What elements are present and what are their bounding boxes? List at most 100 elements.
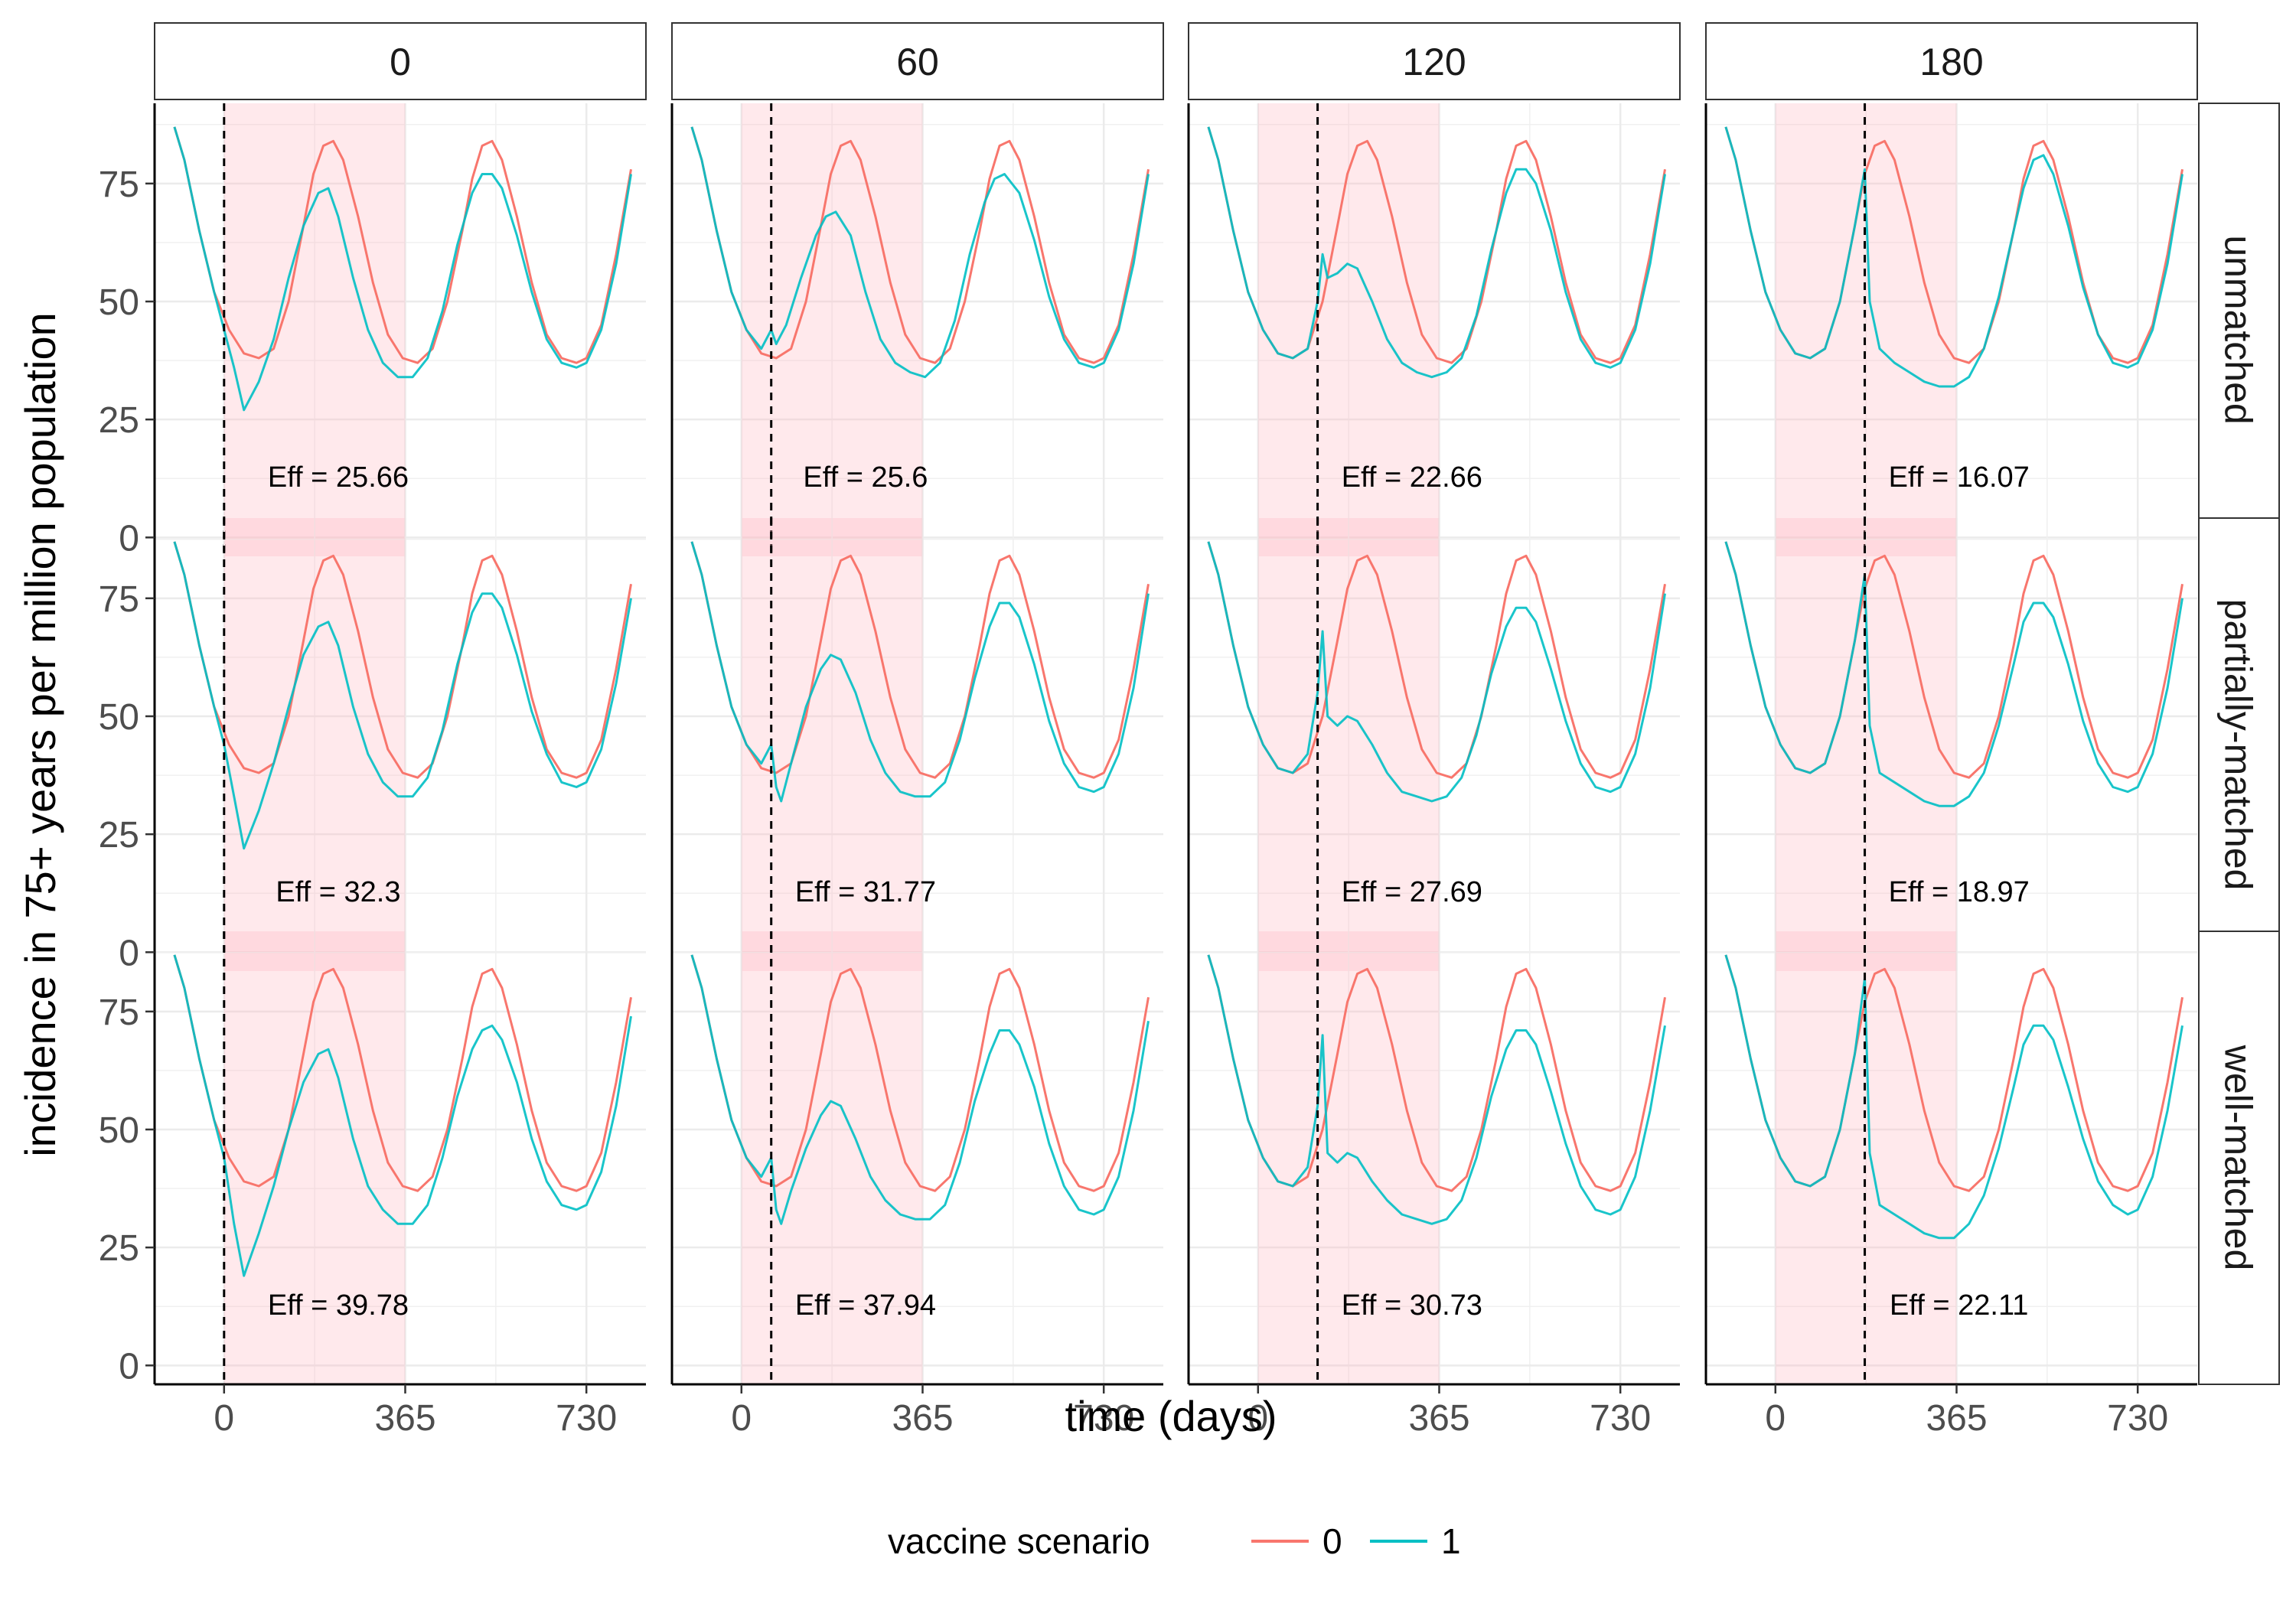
series-line-1	[690, 541, 1150, 803]
y-tick-label: 75	[99, 993, 139, 1033]
facet-panel: Eff = 27.69	[1187, 518, 1680, 971]
facet-panel: Eff = 25.6	[670, 103, 1163, 556]
facet-panel: Eff = 18.97	[1704, 518, 2197, 971]
panel-grid	[672, 103, 1163, 556]
row-strip	[2198, 931, 2280, 1385]
shaded-season-band	[223, 518, 406, 971]
efficacy-label: Eff = 37.94	[795, 1289, 936, 1322]
row-strip-label: partially-matched	[2217, 599, 2260, 891]
facet-panel: Eff = 25.66	[153, 103, 646, 556]
efficacy-label: Eff = 16.07	[1889, 461, 2030, 494]
facet-panels: Eff = 25.66 Eff = 25.6 Eff = 22.66 Eff = 16…	[153, 103, 2197, 1386]
y-tick-label: 50	[99, 282, 139, 323]
efficacy-label: Eff = 32.3	[276, 876, 400, 908]
row-strip	[2198, 517, 2280, 972]
panel-grid	[1189, 931, 1680, 1384]
x-tick-label: 0	[1765, 1398, 1786, 1439]
y-tick-label: 25	[99, 400, 139, 441]
x-tick-label: 0	[1247, 1398, 1268, 1439]
shaded-season-band	[223, 103, 406, 556]
legend-label-1: 1	[1441, 1521, 1461, 1561]
x-tick-label: 730	[1590, 1398, 1651, 1439]
legend: vaccine scenario 0 1	[888, 1521, 1461, 1561]
panel-grid	[1189, 103, 1680, 556]
series-line-0	[173, 541, 632, 779]
panel-grid	[672, 931, 1163, 1384]
shaded-season-band	[223, 931, 406, 1384]
legend-label-0: 0	[1322, 1521, 1342, 1561]
y-tick-label: 50	[99, 1110, 139, 1151]
y-tick-label: 0	[119, 1346, 139, 1387]
series-line-1	[1724, 541, 2183, 807]
x-tick-label: 365	[1408, 1398, 1469, 1439]
y-tick-label: 25	[99, 815, 139, 856]
efficacy-label: Eff = 31.77	[795, 876, 936, 908]
y-axis-ticks: 0 25 50 75 0 25 50 75 0 25 50 75	[99, 165, 155, 1387]
panel-grid	[1706, 103, 2197, 556]
efficacy-label: Eff = 22.66	[1342, 461, 1482, 494]
row-strip-label: unmatched	[2217, 235, 2260, 424]
y-tick-label: 75	[99, 579, 139, 620]
efficacy-label: Eff = 27.69	[1342, 876, 1482, 908]
x-tick-label: 730	[556, 1398, 617, 1439]
column-strip-label: 60	[896, 41, 939, 83]
shaded-season-band	[1257, 103, 1440, 556]
efficacy-label: Eff = 39.78	[268, 1289, 409, 1322]
column-strip-label: 120	[1402, 41, 1466, 83]
efficacy-label: Eff = 25.66	[268, 461, 409, 494]
panel-grid	[1189, 518, 1680, 971]
y-tick-label: 75	[99, 165, 139, 205]
y-tick-label: 50	[99, 697, 139, 738]
facet-panel: Eff = 32.3	[153, 518, 646, 971]
row-strip-label: well-matched	[2217, 1045, 2260, 1271]
efficacy-label: Eff = 25.6	[803, 461, 928, 494]
legend-title: vaccine scenario	[888, 1521, 1150, 1561]
column-strip-label: 180	[1919, 41, 1983, 83]
series-line-1	[690, 954, 1150, 1225]
facet-panel: Eff = 39.78	[153, 931, 646, 1386]
x-tick-label: 365	[892, 1398, 953, 1439]
series-line-0	[173, 954, 632, 1192]
column-strip	[1705, 22, 2198, 100]
column-strip	[671, 22, 1164, 100]
facet-panel: Eff = 16.07	[1704, 103, 2197, 556]
series-line-1	[1207, 126, 1666, 379]
facet-panel: Eff = 37.94	[670, 931, 1163, 1386]
y-axis-title: incidence in 75+ years per million popul…	[16, 312, 64, 1157]
series-line-1	[1724, 954, 2183, 1240]
series-line-1	[173, 541, 632, 850]
column-strip-labels: 0 60 120 180	[154, 22, 2198, 100]
shaded-season-band	[1257, 931, 1440, 1384]
x-tick-label: 365	[1926, 1398, 1987, 1439]
shaded-season-band	[1257, 518, 1440, 971]
row-strip-labels: unmatched partially-matched well-matched	[2198, 103, 2280, 1385]
series-line-1	[1724, 126, 2183, 388]
x-tick-label: 730	[1073, 1398, 1134, 1439]
column-strip	[154, 22, 647, 100]
x-axis-ticks: 0 365 730 0 365 730 0 365 730 0 365 730	[214, 1384, 2168, 1439]
facet-panel: Eff = 31.77	[670, 518, 1163, 971]
efficacy-label: Eff = 30.73	[1342, 1289, 1482, 1322]
x-tick-label: 730	[2107, 1398, 2168, 1439]
facet-panel: Eff = 22.11	[1704, 931, 2197, 1386]
x-axis-title: time (days)	[1065, 1392, 1277, 1440]
facet-panel: Eff = 22.66	[1187, 103, 1680, 556]
y-tick-label: 25	[99, 1228, 139, 1269]
series-line-1	[1207, 541, 1666, 803]
series-line-1	[173, 954, 632, 1277]
series-line-1	[690, 126, 1150, 379]
y-tick-label: 0	[119, 518, 139, 559]
x-tick-label: 0	[731, 1398, 752, 1439]
efficacy-label: Eff = 22.11	[1890, 1289, 2028, 1322]
panel-grid	[1706, 931, 2197, 1384]
y-tick-label: 0	[119, 933, 139, 973]
series-line-0	[173, 126, 632, 364]
x-tick-label: 0	[214, 1398, 234, 1439]
x-tick-label: 365	[374, 1398, 435, 1439]
series-line-1	[1207, 954, 1666, 1225]
series-line-1	[173, 126, 632, 412]
column-strip-label: 0	[390, 41, 411, 83]
efficacy-label: Eff = 18.97	[1889, 876, 2030, 908]
column-strip	[1188, 22, 1681, 100]
